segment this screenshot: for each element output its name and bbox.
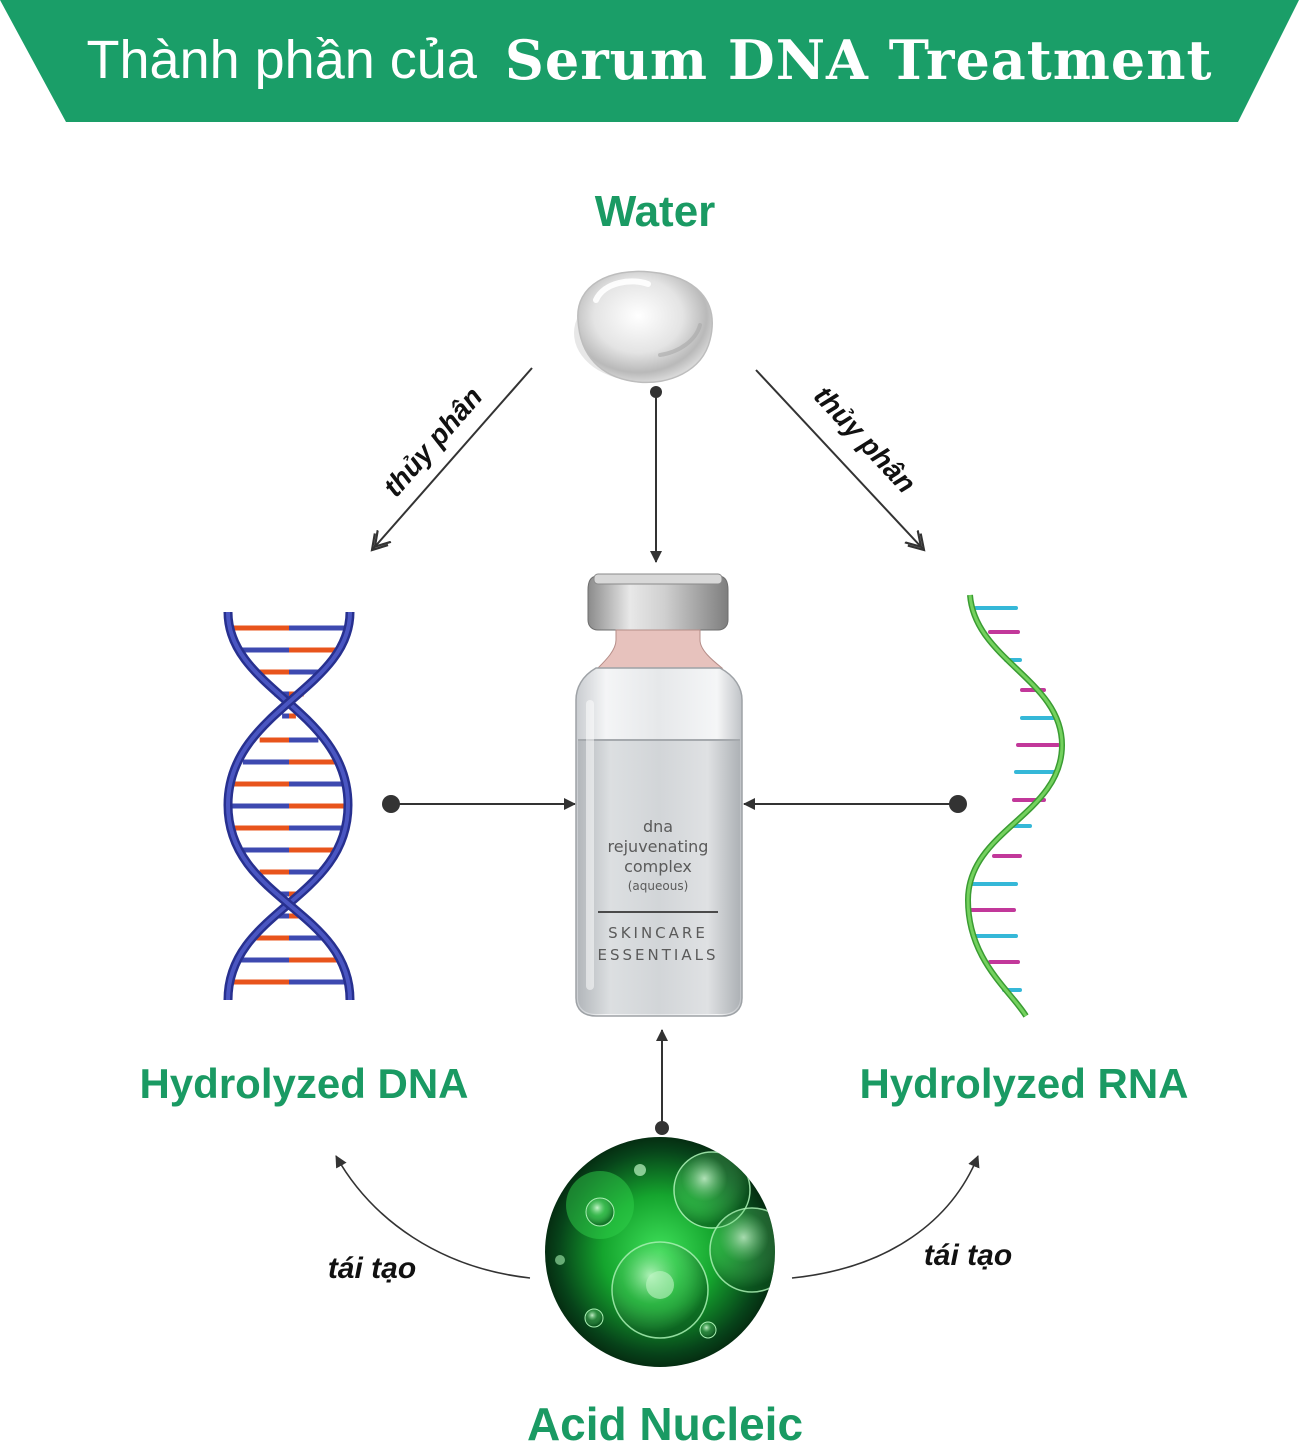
arrow-acid-to-dna <box>335 1155 531 1279</box>
vial-brand-line-2: ESSENTIALS <box>598 946 719 964</box>
serum-vial-icon: dna rejuvenating complex (aqueous) SKINC… <box>575 573 743 1017</box>
node-label-dna: Hydrolyzed DNA <box>139 1060 468 1107</box>
vial-label-line-3: complex <box>624 857 692 876</box>
vial-label-line-1: dna <box>643 817 673 836</box>
banner-shape <box>0 0 1299 122</box>
vial-label-line-4: (aqueous) <box>628 879 689 893</box>
arrow-acid-to-rna <box>791 1155 980 1279</box>
dna-base-pairs <box>228 625 350 985</box>
vial-label-line-2: rejuvenating <box>608 837 709 856</box>
node-label-acid: Acid Nucleic <box>527 1398 803 1450</box>
arrow-water-to-dna <box>372 367 533 550</box>
edge-label-acid-rna: tái tạo <box>924 1239 1012 1272</box>
title-banner <box>0 0 1299 122</box>
edge-label-water-rna: thủy phân <box>808 380 922 499</box>
node-label-water: Water <box>595 187 716 236</box>
water-drop-icon <box>574 270 713 384</box>
edge-label-water-dna: thủy phân <box>377 381 488 502</box>
dna-helix-icon <box>223 611 355 1001</box>
title-prefix: Thành phần của <box>86 30 477 90</box>
vial-brand-line-1: SKINCARE <box>608 924 708 942</box>
arrow-rna-to-serum <box>743 795 967 813</box>
title-main: Serum DNA Treatment <box>504 28 1213 92</box>
arrow-dna-to-serum <box>382 795 576 813</box>
rna-helix-icon <box>964 594 1066 1018</box>
arrow-water-to-serum <box>650 386 662 563</box>
green-cells-icon <box>545 1137 775 1367</box>
arrow-water-to-rna <box>755 369 924 550</box>
node-label-rna: Hydrolyzed RNA <box>859 1060 1188 1107</box>
edge-label-acid-dna: tái tạo <box>328 1252 416 1285</box>
page-title: Thành phần của Serum DNA Treatment <box>0 20 1299 100</box>
arrow-acid-to-serum <box>655 1029 669 1135</box>
